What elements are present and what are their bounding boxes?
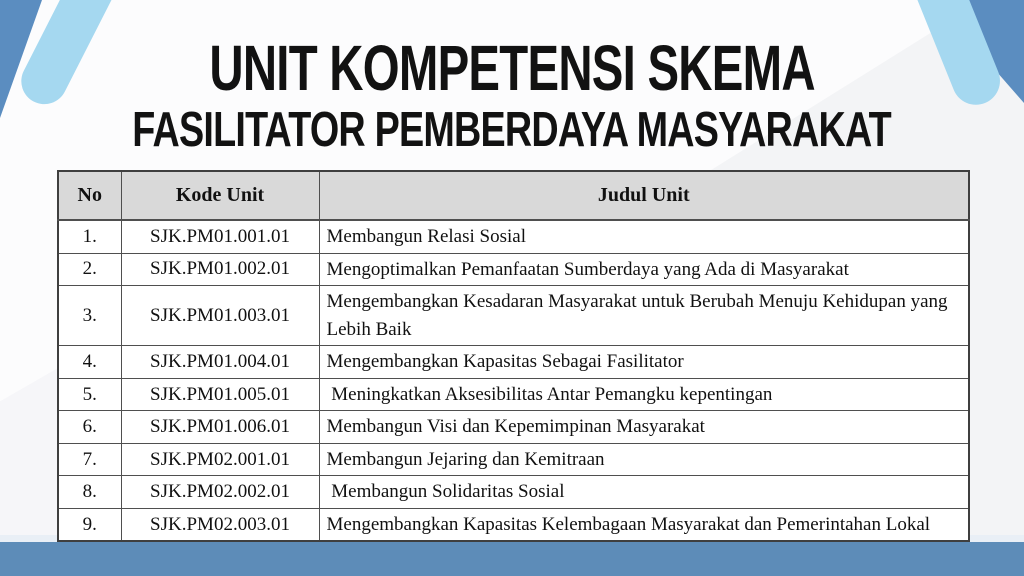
page-subtitle-wrap: FASILITATOR PEMBERDAYA MASYARAKAT xyxy=(0,106,1024,155)
cell-no: 2. xyxy=(57,252,122,287)
cell-judul: Membangun Solidaritas Sosial xyxy=(318,475,970,509)
table-row: 7. SJK.PM02.001.01 Membangun Jejaring da… xyxy=(57,442,970,477)
table-row: 8. SJK.PM02.002.01 Membangun Solidaritas… xyxy=(57,475,970,509)
cell-no: 3. xyxy=(57,285,122,347)
cell-no: 5. xyxy=(57,377,122,412)
page-subtitle: FASILITATOR PEMBERDAYA MASYARAKAT xyxy=(132,103,892,157)
cell-no: 4. xyxy=(57,345,122,379)
table-row: 5. SJK.PM01.005.01 Meningkatkan Aksesibi… xyxy=(57,377,970,412)
cell-judul: Membangun Jejaring dan Kemitraan xyxy=(318,442,970,477)
cell-kode: SJK.PM01.005.01 xyxy=(120,377,320,412)
cell-kode: SJK.PM02.002.01 xyxy=(120,475,320,509)
cell-judul: Meningkatkan Aksesibilitas Antar Pemangk… xyxy=(318,377,970,412)
cell-kode: SJK.PM01.003.01 xyxy=(120,285,320,347)
cell-no: 1. xyxy=(57,219,122,254)
cell-judul: Mengembangkan Kesadaran Masyarakat untuk… xyxy=(318,285,970,347)
cell-kode: SJK.PM01.002.01 xyxy=(120,252,320,287)
cell-judul: Mengembangkan Kapasitas Sebagai Fasilita… xyxy=(318,345,970,379)
cell-kode: SJK.PM01.006.01 xyxy=(120,410,320,444)
cell-kode: SJK.PM01.001.01 xyxy=(120,219,320,254)
cell-no: 8. xyxy=(57,475,122,509)
cell-judul: Membangun Visi dan Kepemimpinan Masyarak… xyxy=(318,410,970,444)
units-table: No Kode Unit Judul Unit 1. SJK.PM01.001.… xyxy=(57,170,970,543)
header-judul-unit: Judul Unit xyxy=(318,170,970,221)
page-title-wrap: UNIT KOMPETENSI SKEMA xyxy=(0,36,1024,100)
cell-no: 9. xyxy=(57,507,122,542)
cell-kode: SJK.PM01.004.01 xyxy=(120,345,320,379)
cell-kode: SJK.PM02.001.01 xyxy=(120,442,320,477)
table-row: 4. SJK.PM01.004.01 Mengembangkan Kapasit… xyxy=(57,345,970,379)
cell-no: 7. xyxy=(57,442,122,477)
table-row: 9. SJK.PM02.003.01 Mengembangkan Kapasit… xyxy=(57,507,970,542)
table-header-row: No Kode Unit Judul Unit xyxy=(57,170,970,221)
cell-judul: Mengembangkan Kapasitas Kelembagaan Masy… xyxy=(318,507,970,542)
header-no: No xyxy=(57,170,122,221)
footer-bar xyxy=(0,542,1024,576)
cell-judul: Mengoptimalkan Pemanfaatan Sumberdaya ya… xyxy=(318,252,970,287)
table-row: 6. SJK.PM01.006.01 Membangun Visi dan Ke… xyxy=(57,410,970,444)
header-kode-unit: Kode Unit xyxy=(120,170,320,221)
cell-kode: SJK.PM02.003.01 xyxy=(120,507,320,542)
cell-judul: Membangun Relasi Sosial xyxy=(318,219,970,254)
page-title: UNIT KOMPETENSI SKEMA xyxy=(209,32,815,104)
table-row: 3. SJK.PM01.003.01 Mengembangkan Kesadar… xyxy=(57,285,970,347)
table-row: 1. SJK.PM01.001.01 Membangun Relasi Sosi… xyxy=(57,219,970,254)
cell-no: 6. xyxy=(57,410,122,444)
table-row: 2. SJK.PM01.002.01 Mengoptimalkan Pemanf… xyxy=(57,252,970,287)
